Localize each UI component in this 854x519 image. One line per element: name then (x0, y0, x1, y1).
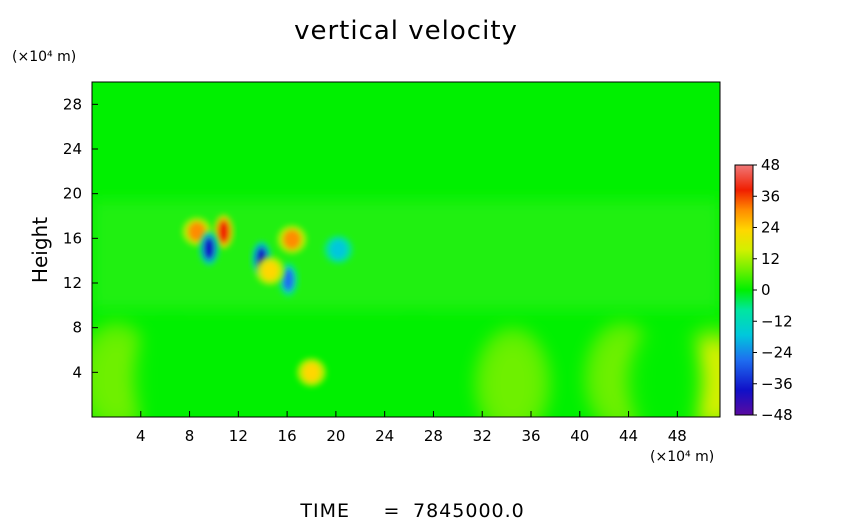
turbulence-band (92, 200, 720, 310)
x-unit-label: (×10⁴ m) (650, 449, 714, 465)
y-tick-label: 28 (63, 95, 82, 113)
colorbar-tick-label: 0 (761, 281, 771, 299)
y-tick-label: 16 (63, 229, 82, 247)
velocity-feature (626, 325, 704, 417)
time-value: 7845000.0 (413, 500, 525, 519)
velocity-feature (474, 327, 552, 417)
x-tick-label: 48 (668, 427, 687, 445)
y-axis: 4 8 12 16 20 24 28 (63, 95, 98, 381)
x-tick-label: 24 (375, 427, 394, 445)
velocity-feature (376, 321, 454, 417)
x-tick-label: 12 (229, 427, 248, 445)
x-tick-label: 36 (521, 427, 540, 445)
plot-frame (91, 81, 721, 418)
velocity-feature (132, 321, 210, 417)
velocity-features (92, 214, 720, 417)
colorbar-tick-label: 36 (761, 187, 780, 205)
velocity-feature (277, 225, 307, 254)
x-tick-label: 32 (473, 427, 492, 445)
velocity-feature (297, 358, 326, 387)
plot-area (91, 81, 721, 418)
x-tick-label: 28 (424, 427, 443, 445)
time-equals: = (384, 500, 401, 519)
chart-title: vertical velocity (294, 16, 518, 46)
x-axis: 4 8 12 16 20 24 28 32 36 40 44 48 (136, 411, 687, 445)
y-tick-label: 20 (63, 185, 82, 203)
x-tick-label: 16 (278, 427, 297, 445)
colorbar-tick-label: 24 (761, 219, 780, 237)
velocity-feature (199, 231, 219, 266)
y-tick-label: 24 (63, 140, 82, 158)
y-tick-label: 12 (63, 274, 82, 292)
y-tick-label: 4 (72, 363, 82, 381)
x-tick-label: 4 (136, 427, 146, 445)
field-layer (92, 200, 720, 417)
velocity-feature (323, 235, 353, 264)
colorbar-ticks: 48 36 24 12 0 −12 −24 −36 −48 (753, 156, 793, 424)
colorbar-tick-label: −24 (761, 344, 793, 362)
velocity-feature (214, 214, 234, 249)
x-tick-label: 8 (185, 427, 195, 445)
y-unit-label: (×10⁴ m) (12, 49, 76, 65)
colorbar-tick-label: −12 (761, 312, 793, 330)
x-tick-label: 44 (619, 427, 638, 445)
colorbar-scale (734, 164, 754, 416)
colorbar: 48 36 24 12 0 −12 −24 −36 −48 (734, 156, 793, 424)
y-tick-label: 8 (72, 319, 82, 337)
time-label: TIME (299, 500, 350, 519)
colorbar-tick-label: 12 (761, 250, 780, 268)
y-axis-label: Height (28, 217, 52, 283)
x-tick-label: 40 (570, 427, 589, 445)
colorbar-tick-label: −48 (761, 406, 793, 424)
velocity-feature (255, 256, 285, 285)
time-footer: TIME = 7845000.0 (299, 500, 525, 519)
colorbar-tick-label: 48 (761, 156, 780, 174)
colorbar-tick-label: −36 (761, 375, 793, 393)
x-tick-label: 20 (326, 427, 345, 445)
